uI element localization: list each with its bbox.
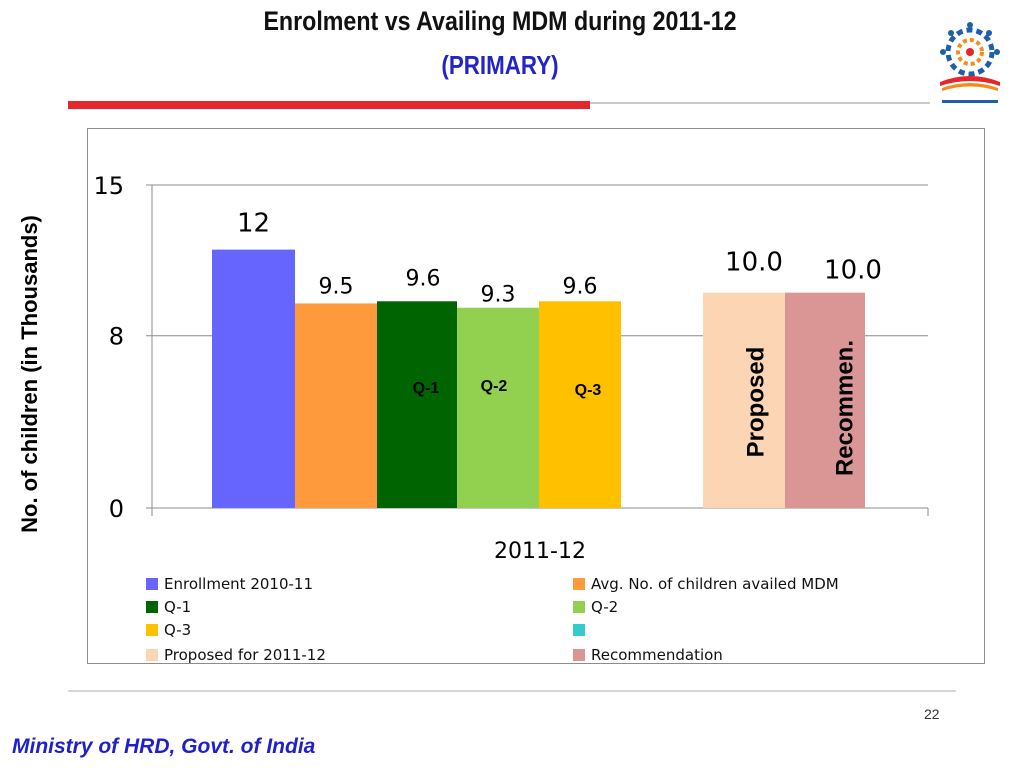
bar-3: [377, 301, 457, 508]
legend-swatch: [573, 601, 585, 613]
bar-inner-label: Q-1: [413, 380, 440, 397]
legend-item: Avg. No. of children availed MDM: [573, 574, 839, 594]
data-label: 9.6: [563, 274, 598, 299]
legend-label: Enrollment 2010-11: [164, 575, 314, 593]
footer-divider: [68, 690, 956, 692]
legend-swatch: [573, 624, 585, 636]
data-label: 10.0: [824, 256, 882, 286]
data-label: 12: [237, 209, 270, 239]
bar-inner-label: Recommen.: [831, 340, 858, 476]
legend-item: Q-1: [146, 597, 191, 617]
legend-item: Enrollment 2010-11: [146, 574, 313, 594]
legend-item: Recommendation: [573, 645, 723, 665]
bar-4: [457, 307, 539, 508]
mdm-logo: [928, 16, 1012, 108]
bar-inner-label: Proposed: [742, 347, 769, 458]
legend-item: Proposed for 2011-12: [146, 645, 326, 665]
mdm-logo-icon: [940, 22, 1000, 103]
bar-8: [785, 292, 865, 508]
footer-text: Ministry of HRD, Govt. of India: [12, 735, 316, 758]
title-underline-grey: [590, 102, 930, 104]
data-label: 9.5: [319, 274, 354, 299]
legend-swatch: [573, 649, 585, 661]
legend-swatch: [573, 578, 585, 590]
x-axis-label: 2011-12: [494, 539, 586, 564]
bar-5: [539, 301, 621, 508]
legend-label: Q-3: [164, 621, 192, 639]
slide-title: Enrolment vs Availing MDM during 2011-12: [263, 6, 737, 36]
y-tick-label: 8: [109, 323, 124, 351]
legend-item: Q-3: [146, 620, 191, 640]
legend-label: Avg. No. of children availed MDM: [591, 575, 839, 593]
legend-item: Q-2: [573, 597, 618, 617]
legend-swatch: [146, 624, 158, 636]
slide-subtitle: (PRIMARY): [441, 50, 559, 80]
data-label: 9.3: [481, 283, 516, 308]
legend-swatch: [146, 649, 158, 661]
bar-1: [212, 249, 295, 508]
data-label: 9.6: [406, 266, 441, 291]
page-number: 22: [924, 706, 940, 722]
bar-2: [295, 303, 377, 508]
legend-label: Recommendation: [591, 646, 723, 664]
bar-7: [703, 292, 785, 508]
legend-swatch: [146, 601, 158, 613]
legend-swatch: [146, 578, 158, 590]
y-tick-label: 15: [93, 172, 124, 200]
legend-label: Q-2: [591, 598, 619, 616]
data-label: 10.0: [725, 248, 783, 278]
bar-inner-label: Q-3: [575, 382, 602, 399]
title-underline-red: [68, 101, 590, 109]
legend-label: Q-1: [164, 598, 192, 616]
y-tick-label: 0: [109, 495, 124, 523]
bar-inner-label: Q-2: [481, 378, 508, 395]
legend-label: Proposed for 2011-12: [164, 646, 326, 664]
legend-item: [573, 620, 591, 640]
